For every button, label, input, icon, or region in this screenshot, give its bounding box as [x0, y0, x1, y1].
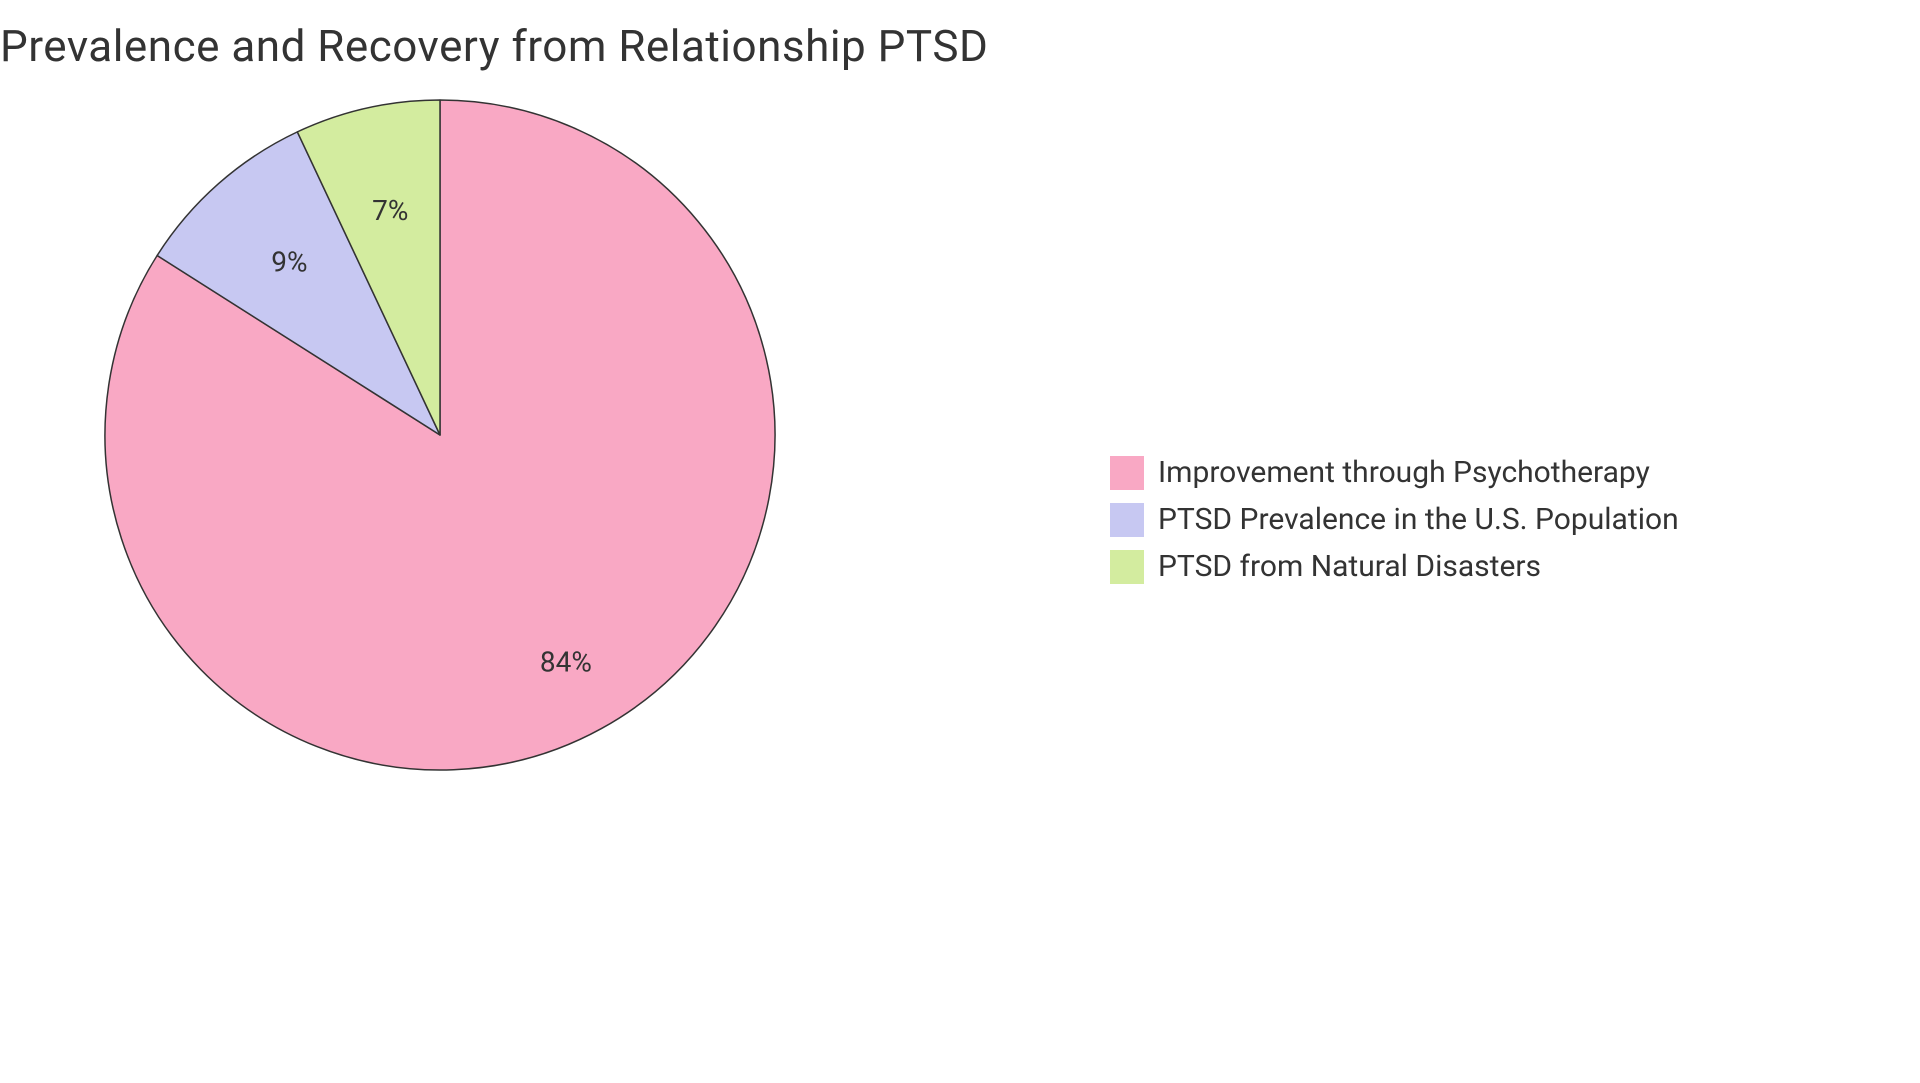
legend-item: PTSD from Natural Disasters [1110, 549, 1679, 584]
pie-chart: 84% 9% 7% [100, 95, 780, 775]
legend-label: Improvement through Psychotherapy [1158, 455, 1650, 490]
legend-item: Improvement through Psychotherapy [1110, 455, 1679, 490]
slice-label: 84% [540, 645, 592, 678]
chart-title: Prevalence and Recovery from Relationshi… [0, 20, 988, 72]
slice-label: 9% [271, 246, 307, 279]
legend-swatch [1110, 503, 1144, 537]
legend-label: PTSD Prevalence in the U.S. Population [1158, 502, 1679, 537]
legend: Improvement through Psychotherapy PTSD Pr… [1110, 455, 1679, 596]
legend-item: PTSD Prevalence in the U.S. Population [1110, 502, 1679, 537]
slice-label: 7% [372, 194, 408, 227]
legend-label: PTSD from Natural Disasters [1158, 549, 1541, 584]
legend-swatch [1110, 550, 1144, 584]
legend-swatch [1110, 456, 1144, 490]
